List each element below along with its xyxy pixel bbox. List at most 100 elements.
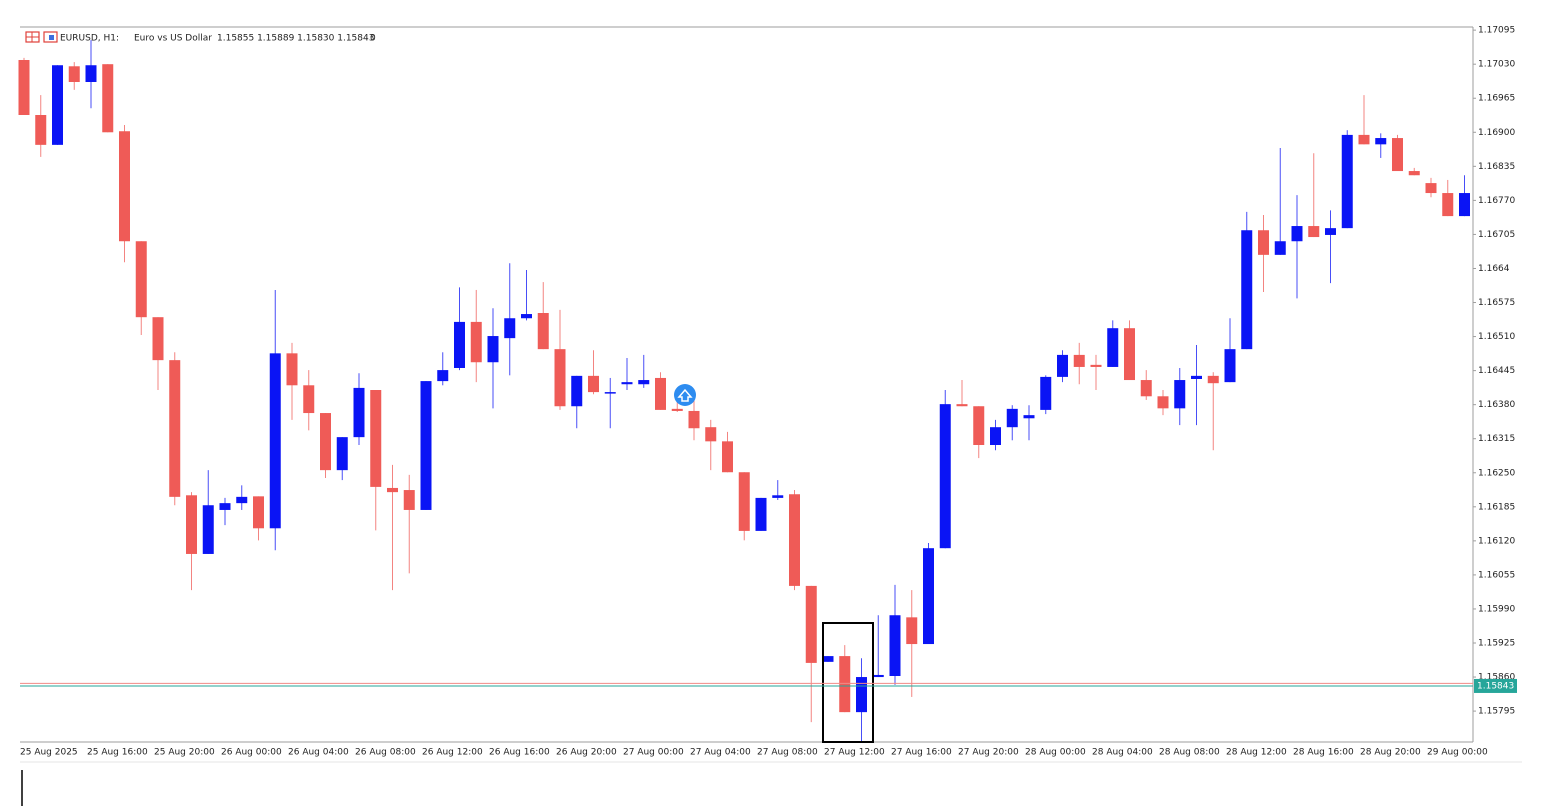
candle-body <box>1291 226 1303 242</box>
candle-body <box>1375 138 1387 145</box>
candle-body <box>772 495 784 498</box>
icon <box>49 35 54 40</box>
candle-body <box>186 495 197 554</box>
candle-body <box>1073 354 1085 367</box>
trade-button[interactable] <box>674 384 696 406</box>
x-tick-label: 28 Aug 00:00 <box>1025 748 1086 758</box>
candle-body <box>470 321 482 363</box>
candle-body <box>1274 241 1286 255</box>
x-tick-label: 27 Aug 08:00 <box>757 748 818 758</box>
candle-body <box>939 404 951 549</box>
candle-body <box>588 375 599 393</box>
candle-body <box>621 382 633 385</box>
candle-body <box>1224 349 1236 383</box>
candle-body <box>202 505 214 554</box>
candle-body <box>18 60 30 115</box>
x-tick-label: 27 Aug 12:00 <box>824 748 885 758</box>
candle-body <box>286 353 298 386</box>
candle-body <box>956 404 968 407</box>
candle-body <box>1408 171 1420 176</box>
candle-body <box>789 494 800 586</box>
candle-body <box>1392 138 1403 172</box>
candle-body <box>856 677 867 713</box>
candle-body <box>906 617 918 645</box>
header-ohlc: 1.15855 1.15889 1.15830 1.15843 <box>217 34 374 44</box>
header-icons <box>25 31 58 43</box>
candle-body <box>872 674 884 678</box>
y-tick-label: 1.17095 <box>1478 26 1515 36</box>
candle-body <box>990 427 1001 445</box>
candle-body <box>889 615 901 676</box>
trade-icon[interactable] <box>674 384 696 406</box>
candle-body <box>1057 354 1068 377</box>
x-tick-label: 26 Aug 16:00 <box>489 748 550 758</box>
candle-body <box>722 441 733 473</box>
candle-body <box>1124 328 1135 381</box>
candle-body <box>85 65 97 82</box>
candle-body <box>1023 415 1035 419</box>
candle-body <box>353 387 365 438</box>
candle-body <box>923 548 934 645</box>
candle-body <box>1006 408 1018 428</box>
candle-body <box>1258 230 1269 255</box>
x-tick-label: 25 Aug 2025 <box>20 748 78 758</box>
candle-body <box>1191 375 1202 379</box>
candle-body <box>269 353 281 529</box>
candle-body <box>336 437 348 471</box>
x-tick-label: 26 Aug 00:00 <box>221 748 282 758</box>
candle-body <box>102 64 114 133</box>
y-tick-label: 1.15860 <box>1478 673 1515 683</box>
candle-body <box>119 131 130 242</box>
candle-body <box>169 360 181 497</box>
x-tick-label: 28 Aug 20:00 <box>1360 748 1421 758</box>
y-tick-label: 1.16120 <box>1478 536 1515 546</box>
last-price-box <box>1474 678 1517 693</box>
x-tick-label: 27 Aug 04:00 <box>690 748 751 758</box>
y-tick-label: 1.16900 <box>1478 128 1515 138</box>
candle-body <box>68 66 80 82</box>
candle-body <box>604 392 616 394</box>
y-tick-label: 1.15925 <box>1478 639 1515 649</box>
candle-body <box>1442 193 1454 217</box>
marks <box>18 40 1470 741</box>
candle-body <box>1341 134 1353 229</box>
x-tick-label: 25 Aug 16:00 <box>87 748 148 758</box>
x-tick-label: 28 Aug 04:00 <box>1092 748 1153 758</box>
x-tick-label: 27 Aug 00:00 <box>623 748 684 758</box>
header-description: Euro vs US Dollar <box>134 34 212 44</box>
candle-body <box>521 314 532 319</box>
y-tick-label: 1.16770 <box>1478 196 1515 206</box>
y-tick-label: 1.16575 <box>1478 298 1515 308</box>
candle-body <box>1107 328 1119 367</box>
candle-body <box>1207 375 1219 384</box>
y-tick-label: 1.16965 <box>1478 94 1515 104</box>
y-tick-label: 1.15795 <box>1478 707 1515 717</box>
candle-body <box>1325 228 1336 235</box>
x-tick-label: 26 Aug 08:00 <box>355 748 416 758</box>
header-symbol: EURUSD, H1: <box>60 34 119 44</box>
candle-body <box>403 490 415 510</box>
last-price-label: 1.15843 <box>1477 681 1514 691</box>
candle-body <box>805 585 817 663</box>
y-tick-label: 1.15990 <box>1478 604 1515 614</box>
candle-body <box>370 390 382 487</box>
candle-body <box>487 336 499 363</box>
candle-body <box>420 381 432 510</box>
candle-body <box>52 65 63 145</box>
candle-body <box>688 410 700 429</box>
x-tick-label: 27 Aug 20:00 <box>958 748 1019 758</box>
candle-body <box>839 656 851 713</box>
candle-body <box>454 321 465 368</box>
candle-body <box>135 241 147 318</box>
candle-body <box>35 115 47 145</box>
candle-body <box>1358 134 1370 145</box>
x-tick-label: 28 Aug 12:00 <box>1226 748 1287 758</box>
candle-body <box>755 497 767 531</box>
y-tick-label: 1.16055 <box>1478 570 1515 580</box>
candle-body <box>504 318 516 339</box>
trade-arrow <box>677 388 693 402</box>
candle-body <box>219 503 231 510</box>
candle-body <box>1157 396 1169 409</box>
